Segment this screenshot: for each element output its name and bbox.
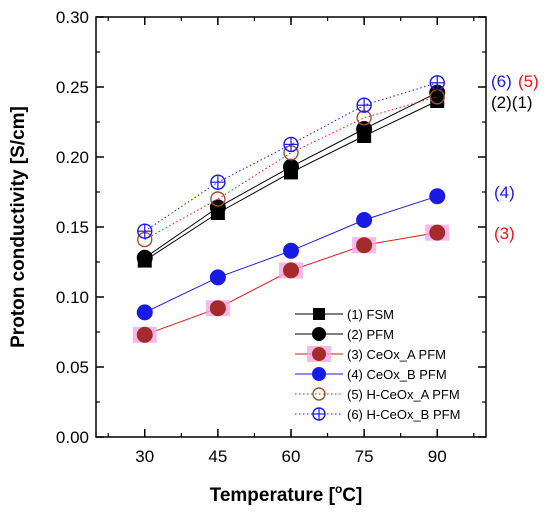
series-3-point — [356, 237, 373, 254]
x-tick-label: 60 — [282, 447, 301, 466]
series-3-point — [283, 262, 299, 279]
annotation-5: (5) — [518, 72, 539, 91]
x-tick-label: 45 — [208, 447, 227, 466]
legend-entry-1: (1) FSM — [295, 307, 394, 322]
series-6-point — [429, 75, 445, 91]
legend-box — [288, 302, 474, 428]
y-tick-label: 0.00 — [56, 428, 89, 447]
series-2-point — [283, 158, 299, 175]
x-tick-label: 75 — [355, 447, 374, 466]
legend-label: (2) PFM — [347, 327, 394, 342]
series-1-line — [144, 100, 438, 262]
series-4 — [136, 188, 446, 321]
legend-label: (4) CeOx_B PFM — [347, 367, 447, 382]
series-4-point — [136, 304, 153, 321]
series-4-point — [283, 242, 299, 259]
y-tick-label: 0.10 — [56, 288, 89, 307]
y-tick-label: 0.25 — [56, 78, 89, 97]
legend-entry-5: (5) H-CeOx_A PFM — [295, 387, 460, 402]
series-1 — [137, 94, 445, 268]
series-6-point — [356, 97, 372, 113]
series-annotations: (6) (5) (2)(1) (4) (3) — [491, 72, 539, 243]
series-5-line — [144, 96, 438, 241]
legend-label: (5) H-CeOx_A PFM — [347, 387, 460, 402]
legend-label: (6) H-CeOx_B PFM — [347, 407, 460, 422]
x-tick-label: 90 — [428, 447, 447, 466]
legend-marker — [313, 308, 325, 320]
series-4-point — [356, 212, 373, 228]
series-6-point — [137, 223, 153, 239]
y-tick-label: 0.30 — [56, 8, 89, 27]
annotation-2-1: (2)(1) — [491, 93, 533, 112]
legend-marker — [312, 327, 326, 341]
legend-marker — [312, 407, 326, 421]
legend-marker — [312, 367, 326, 381]
x-axis-title-unit: C] — [342, 485, 362, 506]
series-6-point — [210, 174, 226, 190]
series-2-point — [136, 249, 153, 266]
annotation-3: (3) — [494, 224, 515, 243]
series-4-point — [429, 188, 446, 205]
x-axis-title-degree: o — [335, 482, 342, 496]
legend-entry-2: (2) PFM — [295, 327, 394, 342]
legend-label: (1) FSM — [347, 307, 394, 322]
series-6 — [137, 75, 445, 239]
series-2-point — [209, 199, 226, 216]
y-tick-label: 0.20 — [56, 148, 89, 167]
y-axis: 0.00 0.05 0.10 0.15 0.20 0.25 0.30 — [56, 8, 486, 447]
series-2-point — [356, 121, 373, 137]
x-axis-title-main: Temperature [ — [210, 485, 336, 506]
y-tick-label: 0.05 — [56, 358, 89, 377]
annotation-6: (6) — [491, 72, 512, 91]
x-axis: 30 45 60 75 90 — [107, 17, 475, 466]
legend: (1) FSM (2) PFM (3) CeOx_A PFM (4) CeOx_B P… — [288, 302, 474, 428]
series-5-point — [210, 191, 226, 207]
legend-label: (3) CeOx_A PFM — [347, 347, 446, 362]
x-tick-label: 30 — [135, 447, 154, 466]
series-3-point — [429, 224, 446, 241]
y-axis-title: Proton conductivity [S/cm] — [8, 106, 29, 348]
series-3-point — [209, 300, 226, 317]
annotation-4: (4) — [494, 183, 515, 202]
series-3-point — [136, 326, 153, 343]
series-layer — [132, 75, 450, 343]
legend-marker — [312, 387, 326, 401]
legend-entry-4: (4) CeOx_B PFM — [295, 367, 447, 382]
series-3 — [132, 224, 450, 343]
x-axis-title: Temperature [oC] — [210, 482, 363, 506]
legend-marker — [312, 347, 326, 361]
legend-entry-6: (6) H-CeOx_B PFM — [295, 407, 460, 422]
series-6-line — [144, 82, 438, 232]
series-6-point — [283, 136, 299, 153]
y-tick-label: 0.15 — [56, 218, 89, 237]
series-4-point — [209, 269, 226, 286]
legend-entry-3: (3) CeOx_A PFM — [295, 346, 446, 362]
